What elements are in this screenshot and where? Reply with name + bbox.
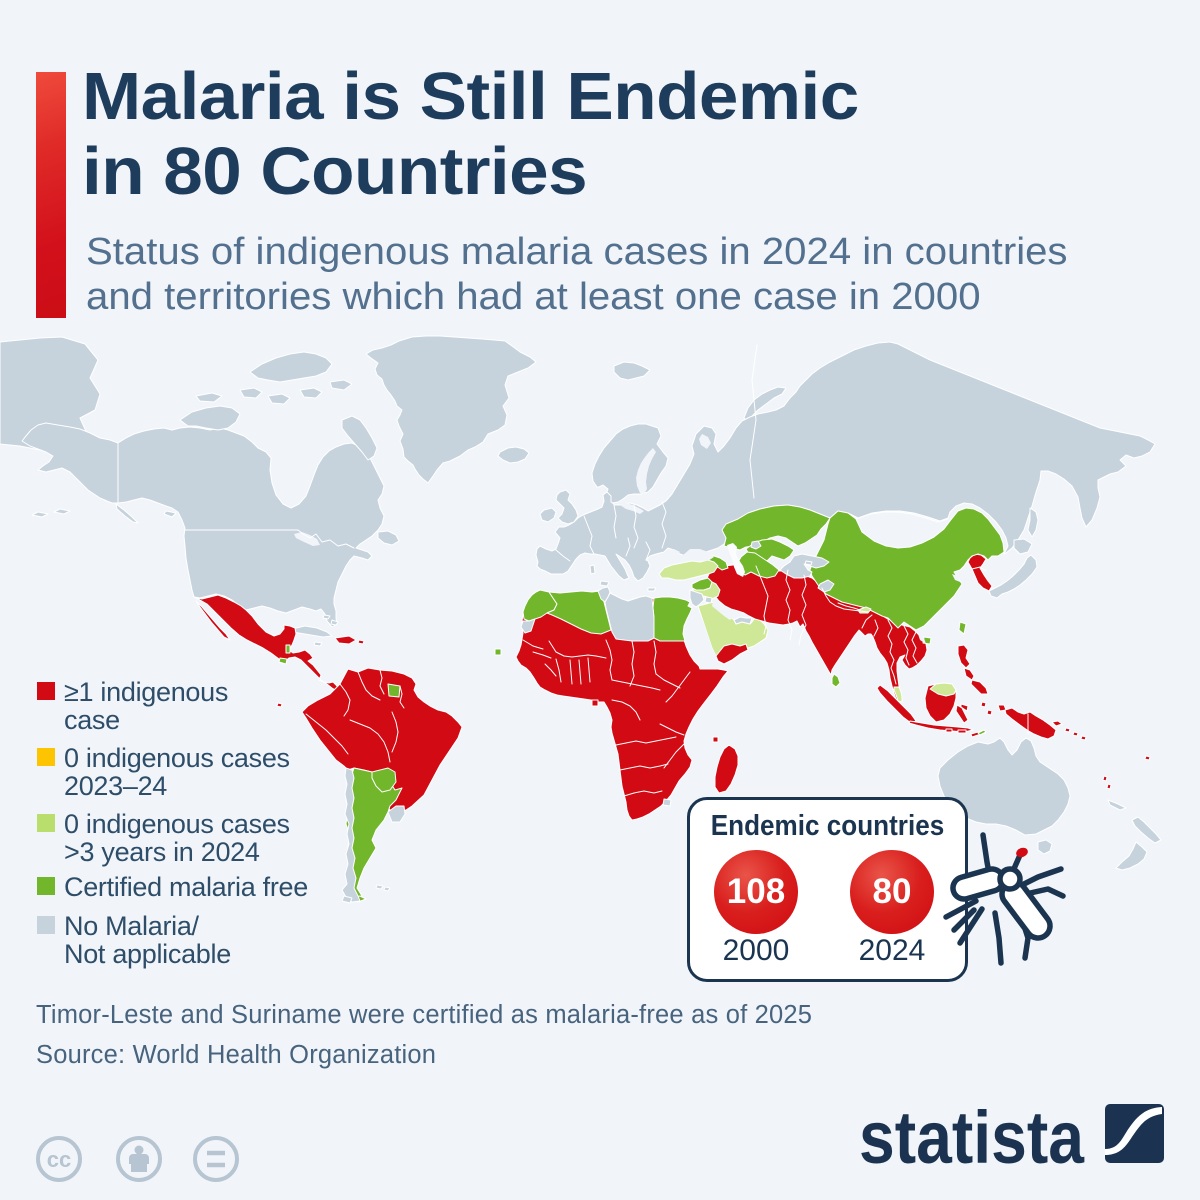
svg-text:cc: cc (47, 1147, 71, 1172)
svg-text:statista: statista (859, 1096, 1085, 1168)
